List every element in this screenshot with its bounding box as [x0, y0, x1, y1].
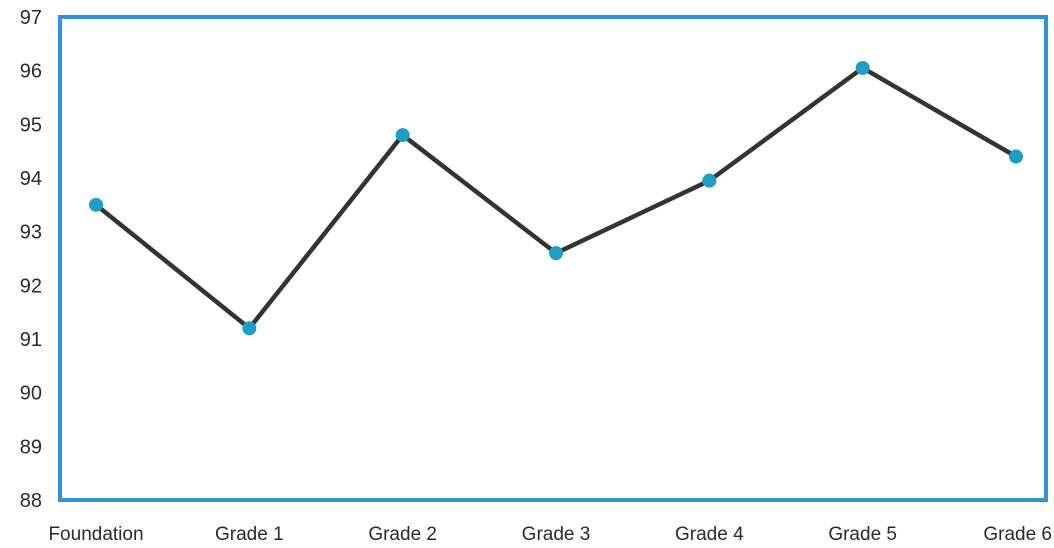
data-point: [242, 321, 257, 336]
x-axis: Foundation Grade 1 Grade 2 Grade 3 Grade 4 Gr…: [48, 524, 1052, 545]
y-tick-label: 94: [20, 168, 42, 190]
x-tick-label: Grade 6: [983, 524, 1052, 545]
data-point: [89, 197, 103, 212]
y-tick-label: 92: [20, 275, 42, 297]
data-point: [549, 246, 563, 261]
data-point: [1009, 149, 1023, 164]
series-line: [93, 65, 1019, 331]
y-tick-label: 96: [20, 61, 42, 83]
plot-frame: [58, 15, 1048, 502]
y-tick-label: 93: [20, 222, 42, 244]
y-tick-label: 88: [20, 490, 42, 512]
y-tick-label: 95: [20, 114, 42, 136]
x-tick-label: Grade 3: [522, 524, 591, 545]
data-point: [702, 173, 717, 188]
markers: [89, 60, 1023, 336]
data-point: [395, 128, 410, 143]
series: [93, 65, 1019, 331]
x-tick-label: Grade 1: [215, 524, 284, 545]
y-axis: 88 89 90 91 92 93 94 95 96 97: [20, 7, 42, 512]
x-tick-label: Grade 4: [675, 524, 744, 545]
x-tick-label: Grade 5: [828, 524, 897, 545]
x-tick-label: Foundation: [48, 524, 143, 545]
y-tick-label: 97: [20, 7, 42, 29]
data-point: [855, 60, 870, 75]
y-tick-label: 90: [20, 383, 42, 405]
y-tick-label: 89: [20, 436, 42, 458]
x-tick-label: Grade 2: [368, 524, 437, 545]
y-tick-label: 91: [20, 329, 42, 351]
